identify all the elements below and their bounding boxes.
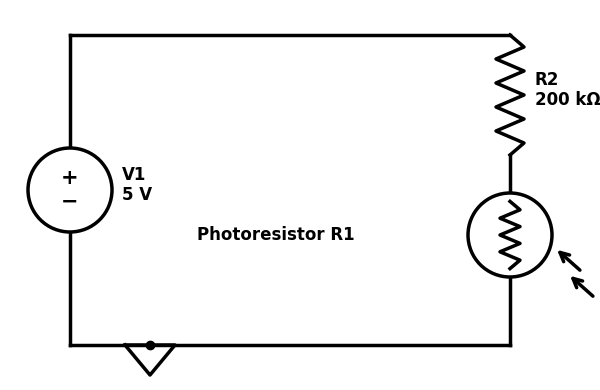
Text: R2
200 kΩ: R2 200 kΩ — [535, 71, 600, 110]
Circle shape — [28, 148, 112, 232]
Text: V1
5 V: V1 5 V — [122, 166, 152, 204]
Circle shape — [468, 193, 552, 277]
Text: −: − — [61, 192, 79, 212]
Text: +: + — [61, 168, 79, 188]
Text: Photoresistor R1: Photoresistor R1 — [197, 226, 355, 244]
